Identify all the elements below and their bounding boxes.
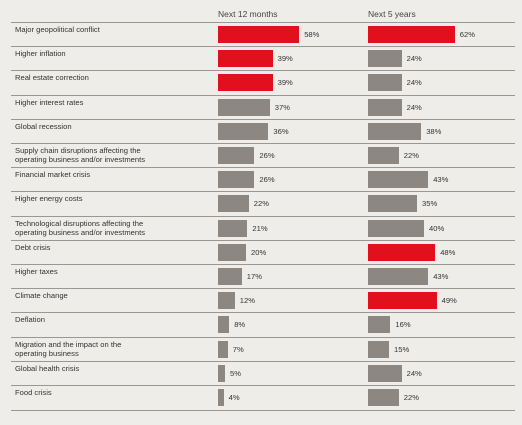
bar-next-5-years — [368, 389, 399, 406]
chart-row: Technological disruptions affecting the o… — [11, 215, 515, 241]
chart-row: Debt crisis 20% 48% — [11, 239, 515, 265]
value-label: 15% — [394, 344, 410, 354]
value-label: 12% — [239, 296, 255, 306]
category-label: Major geopolitical conflict — [15, 25, 100, 34]
category-label: Real estate correction — [15, 73, 89, 83]
category-label: Deflation — [15, 315, 45, 325]
value-label: 43% — [433, 175, 449, 185]
bar-next-5-years — [368, 219, 424, 237]
bar-next-12-months — [218, 26, 300, 43]
chart-row: Supply chain disruptions affecting the op… — [11, 143, 515, 168]
value-label: 26% — [259, 151, 275, 160]
chart-row: Global recession 36% 38% — [11, 118, 515, 144]
bar-next-12-months — [218, 316, 230, 334]
bar-next-12-months — [218, 98, 270, 116]
chart-row: Higher taxes 17% 43% — [11, 264, 515, 289]
bar-next-12-months — [218, 364, 225, 382]
category-label: Food crisis — [15, 388, 52, 397]
category-label: Higher interest rates — [15, 97, 84, 107]
chart-row: Real estate correction 39% 24% — [11, 70, 515, 95]
bar-next-5-years — [368, 74, 402, 92]
column-header-5-years: Next 5 years — [368, 9, 416, 19]
bar-next-12-months — [218, 219, 248, 237]
value-label: 49% — [441, 296, 457, 306]
bar-next-5-years — [368, 195, 417, 213]
bar-next-5-years — [368, 122, 422, 140]
category-label: Debt crisis — [15, 242, 51, 252]
chart-row: Migration and the impact on the operating… — [11, 336, 515, 362]
category-label: Technological disruptions affecting the o… — [15, 218, 146, 237]
column-header-12-months: Next 12 months — [218, 9, 278, 19]
value-label: 24% — [406, 54, 422, 64]
category-label: Financial market crisis — [15, 170, 91, 180]
bar-next-12-months — [218, 171, 255, 189]
value-label: 24% — [406, 102, 422, 112]
category-label: Global health crisis — [15, 363, 80, 373]
bar-next-5-years — [368, 171, 429, 189]
category-label: Global recession — [15, 121, 72, 131]
value-label: 39% — [277, 78, 293, 88]
chart-row: Major geopolitical conflict 58% 62% — [11, 22, 515, 47]
bar-next-12-months — [218, 340, 228, 358]
value-label: 24% — [406, 78, 422, 88]
category-label: Migration and the impact on the operating… — [15, 339, 122, 358]
value-label: 36% — [273, 126, 289, 136]
value-label: 5% — [230, 368, 241, 378]
bar-next-12-months — [218, 243, 246, 261]
value-label: 35% — [422, 199, 438, 209]
value-label: 8% — [234, 320, 246, 330]
category-label: Higher taxes — [15, 267, 58, 276]
chart-row: Financial market crisis 26% 43% — [11, 167, 515, 192]
value-label: 39% — [277, 54, 293, 64]
chart-row: Climate change 12% 49% — [11, 288, 515, 313]
chart-row: Deflation 8% 16% — [11, 312, 515, 337]
value-label: 21% — [252, 223, 268, 233]
bar-next-12-months — [218, 195, 249, 213]
value-label: 58% — [304, 30, 320, 39]
bar-next-12-months — [218, 389, 224, 406]
value-label: 26% — [259, 175, 275, 185]
bar-next-5-years — [368, 364, 402, 382]
bar-next-12-months — [218, 268, 242, 285]
value-label: 62% — [459, 30, 475, 39]
value-label: 43% — [433, 272, 449, 281]
bar-next-12-months — [218, 74, 273, 92]
category-label: Climate change — [15, 291, 68, 301]
value-label: 22% — [403, 393, 419, 402]
chart-row: Global health crisis 5% 24% — [11, 360, 515, 386]
bar-next-5-years — [368, 268, 429, 285]
category-label: Supply chain disruptions affecting the op… — [15, 146, 146, 164]
value-label: 48% — [440, 247, 456, 257]
value-label: 20% — [251, 247, 267, 257]
value-label: 22% — [253, 199, 269, 209]
bar-next-12-months — [218, 292, 235, 310]
category-label: Higher energy costs — [15, 194, 83, 204]
bar-next-12-months — [218, 147, 255, 164]
bar-next-5-years — [368, 50, 402, 68]
bar-next-12-months — [218, 50, 273, 68]
bar-next-5-years — [368, 98, 402, 116]
category-label: Higher inflation — [15, 49, 66, 59]
value-label: 17% — [246, 272, 262, 281]
value-label: 7% — [232, 344, 244, 354]
bar-next-5-years — [368, 292, 437, 310]
chart-row: Higher inflation 39% 24% — [11, 46, 515, 71]
bar-next-5-years — [368, 147, 399, 164]
bar-next-5-years — [368, 26, 455, 43]
value-label: 24% — [406, 368, 422, 378]
value-label: 22% — [403, 151, 419, 160]
bar-next-5-years — [368, 340, 389, 358]
chart-row: Higher energy costs 22% 35% — [11, 191, 515, 216]
value-label: 38% — [426, 126, 442, 136]
value-label: 16% — [395, 320, 411, 330]
chart-row: Higher interest rates 37% 24% — [11, 94, 515, 120]
bar-next-5-years — [368, 316, 391, 334]
value-label: 40% — [429, 223, 445, 233]
value-label: 37% — [274, 102, 290, 112]
bar-next-12-months — [218, 122, 269, 140]
chart-row: Food crisis 4% 22% — [11, 385, 515, 411]
bar-next-5-years — [368, 243, 436, 261]
value-label: 4% — [228, 393, 240, 402]
